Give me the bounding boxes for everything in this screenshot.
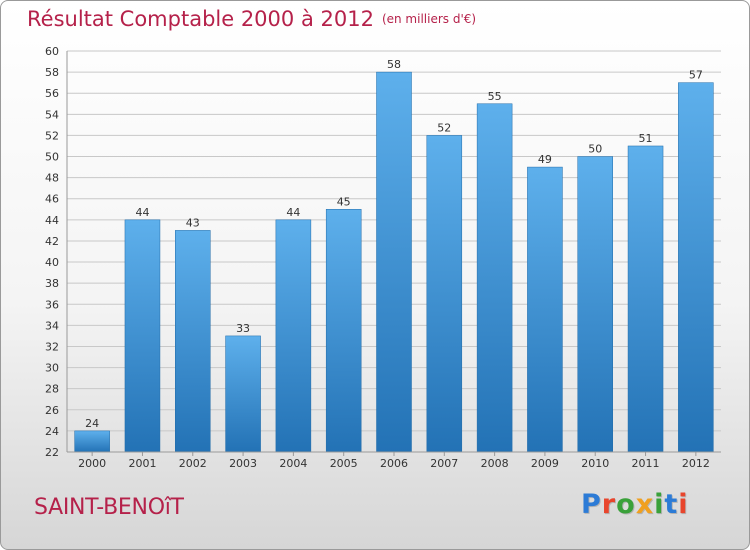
value-label: 58: [387, 58, 401, 71]
x-tick-label: 2009: [531, 457, 559, 470]
value-label: 52: [437, 121, 451, 134]
bar: [376, 71, 412, 453]
x-tick-label: 2005: [330, 457, 358, 470]
bar: [527, 166, 563, 453]
logo-letter: r: [601, 489, 617, 520]
commune-name: SAINT-BENOîT: [34, 495, 184, 520]
y-axis: 22 24 26 28 30 32 34 36 38 40 42 44 46 48 50 52 54 56 58 60: [45, 45, 68, 459]
x-tick-label: 2004: [279, 457, 307, 470]
chart-title: Résultat Comptable 2000 à 2012 (en millie…: [27, 7, 476, 31]
y-tick-label: 52: [45, 129, 59, 142]
x-tick-label: 2007: [430, 457, 458, 470]
x-tick-label: 2002: [179, 457, 207, 470]
y-tick-label: 42: [45, 235, 59, 248]
value-label: 55: [488, 90, 502, 103]
y-tick-label: 38: [45, 277, 59, 290]
x-tick-label: 2003: [229, 457, 257, 470]
value-label: 44: [135, 206, 149, 219]
bar: [275, 219, 312, 453]
x-tick-label: 2001: [128, 457, 156, 470]
y-tick-label: 46: [45, 193, 59, 206]
y-tick-label: 26: [45, 404, 59, 417]
y-tick-label: 40: [45, 256, 59, 269]
logo-letter: P: [581, 489, 602, 520]
bar: [74, 430, 110, 453]
x-tick-label: 2006: [380, 457, 408, 470]
logo-letter: t: [664, 489, 679, 520]
y-tick-label: 32: [45, 340, 59, 353]
x-tick-label: 2000: [78, 457, 106, 470]
y-tick-label: 22: [45, 446, 59, 459]
x-tick-label: 2010: [581, 457, 609, 470]
x-axis: 2000 2001 2002 2003 2004 2005 2006 2007 2008 2009…: [67, 451, 721, 470]
bar: [627, 145, 664, 453]
bars: [74, 71, 714, 453]
y-tick-label: 36: [45, 298, 59, 311]
value-label: 44: [286, 206, 300, 219]
bar: [426, 135, 463, 453]
value-label: 57: [689, 69, 703, 82]
bar: [325, 209, 362, 453]
value-label: 49: [538, 153, 552, 166]
y-tick-label: 28: [45, 383, 59, 396]
value-label: 24: [85, 417, 99, 430]
proxiti-logo: Proxiti: [581, 489, 689, 520]
value-label: 33: [236, 322, 250, 335]
value-label: 45: [337, 195, 351, 208]
value-label: 43: [186, 216, 200, 229]
value-label: 51: [639, 132, 653, 145]
bar: [577, 156, 613, 453]
y-tick-label: 54: [45, 108, 59, 121]
logo-letter: o: [616, 489, 636, 520]
bar: [476, 103, 513, 453]
unit-label: (en milliers d'€): [381, 12, 477, 26]
y-tick-label: 48: [45, 172, 59, 185]
title-text: Résultat Comptable 2000 à 2012: [27, 7, 374, 31]
value-label: 50: [588, 143, 602, 156]
x-tick-label: 2011: [632, 457, 660, 470]
logo-letter: i: [654, 489, 665, 520]
logo-letter: x: [635, 489, 655, 520]
x-tick-label: 2012: [682, 457, 710, 470]
y-tick-label: 56: [45, 87, 59, 100]
bar: [678, 82, 714, 453]
bar: [225, 335, 261, 453]
value-labels: 24 44 43 33 44 45 58 52 55 49 50 51 57: [85, 58, 703, 430]
y-tick-label: 60: [45, 45, 59, 58]
y-tick-label: 24: [45, 425, 59, 438]
bar: [175, 230, 211, 453]
logo-letter: i: [678, 489, 689, 520]
y-tick-label: 58: [45, 66, 59, 79]
y-tick-label: 44: [45, 214, 59, 227]
y-tick-label: 50: [45, 151, 59, 164]
x-tick-label: 2008: [481, 457, 509, 470]
y-tick-label: 34: [45, 319, 59, 332]
y-tick-label: 30: [45, 362, 59, 375]
bar: [124, 219, 161, 453]
